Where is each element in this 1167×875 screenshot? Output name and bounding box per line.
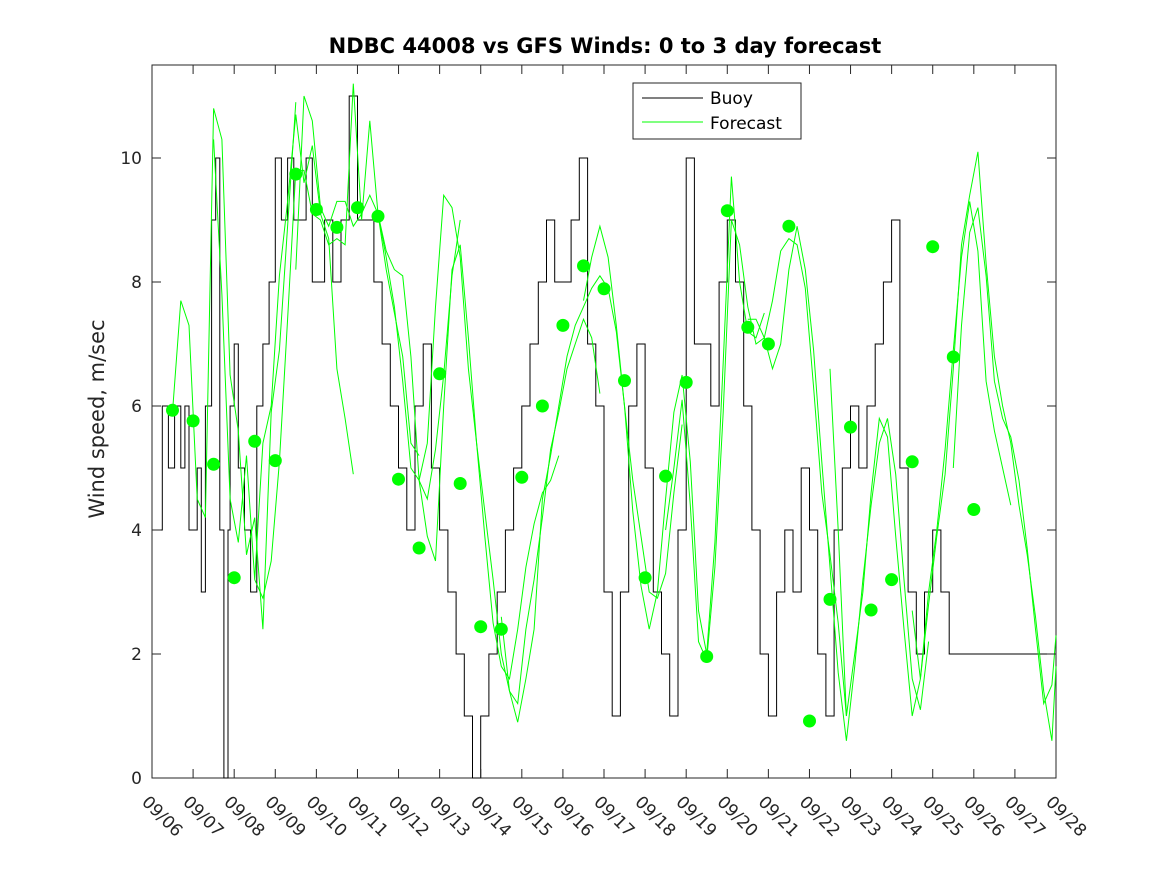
legend-buoy-label: Buoy [710,89,753,109]
forecast-marker [638,571,652,585]
y-tick-label: 4 [131,521,142,541]
forecast-series [172,83,1057,741]
forecast-run-5 [377,193,560,681]
forecast-run-13 [952,207,1057,706]
forecast-run-10 [747,226,930,741]
forecast-marker [494,622,508,636]
forecast-marker [885,573,899,587]
forecast-marker [597,282,611,296]
forecast-marker [577,259,590,273]
forecast-marker [946,350,960,364]
forecast-marker [844,420,857,434]
forecast-marker [392,472,405,486]
forecast-marker [926,240,940,254]
forecast-marker [515,470,529,484]
y-tick-label: 8 [131,273,142,293]
forecast-marker [905,455,919,469]
forecast-marker [782,219,796,233]
forecast-marker [803,714,816,728]
forecast-run-2 [213,114,354,580]
y-tick-label: 10 [120,149,142,169]
legend-forecast-label: Forecast [710,114,782,134]
forecast-marker [412,541,426,555]
forecast-marker [659,469,673,483]
forecast-marker [741,320,755,334]
forecast-marker [535,399,549,413]
forecast-run-9 [665,219,847,717]
forecast-marker [700,650,714,663]
forecast-marker [166,403,179,417]
forecast-marker [618,374,631,388]
buoy-line [152,95,1056,779]
chart-title: NDBC 44008 vs GFS Winds: 0 to 3 day fore… [329,34,882,58]
forecast-run-3 [254,83,420,600]
forecast-marker [679,375,693,389]
legend-box [632,82,802,140]
forecast-run-7 [500,274,683,723]
buoy-series [152,95,1056,779]
forecast-marker [556,318,570,332]
forecast-markers [166,167,981,728]
forecast-marker [351,201,364,215]
forecast-marker [761,337,775,351]
forecast-marker [864,603,878,617]
forecast-marker [823,592,837,606]
forecast-run-8 [583,176,765,655]
legend: Buoy Forecast [632,82,802,140]
forecast-marker [309,203,323,216]
y-tick-label: 0 [131,769,142,789]
forecast-marker [289,167,303,181]
y-axis-label: Wind speed, m/sec [85,319,109,518]
forecast-run-12 [911,151,1057,741]
y-tick-label: 2 [131,645,142,665]
y-axis: 0 2 4 6 8 10 [120,149,1056,789]
forecast-marker [720,204,734,218]
forecast-marker [453,477,467,490]
forecast-marker [330,220,344,234]
forecast-marker [371,209,385,223]
forecast-marker [186,414,200,428]
forecast-marker [248,434,262,448]
y-tick-label: 6 [131,397,142,417]
forecast-marker [433,367,447,381]
forecast-marker [967,503,981,516]
forecast-marker [268,454,282,468]
forecast-marker [207,457,221,471]
forecast-marker [474,620,488,634]
forecast-run-1 [172,102,297,630]
forecast-marker [227,571,241,585]
